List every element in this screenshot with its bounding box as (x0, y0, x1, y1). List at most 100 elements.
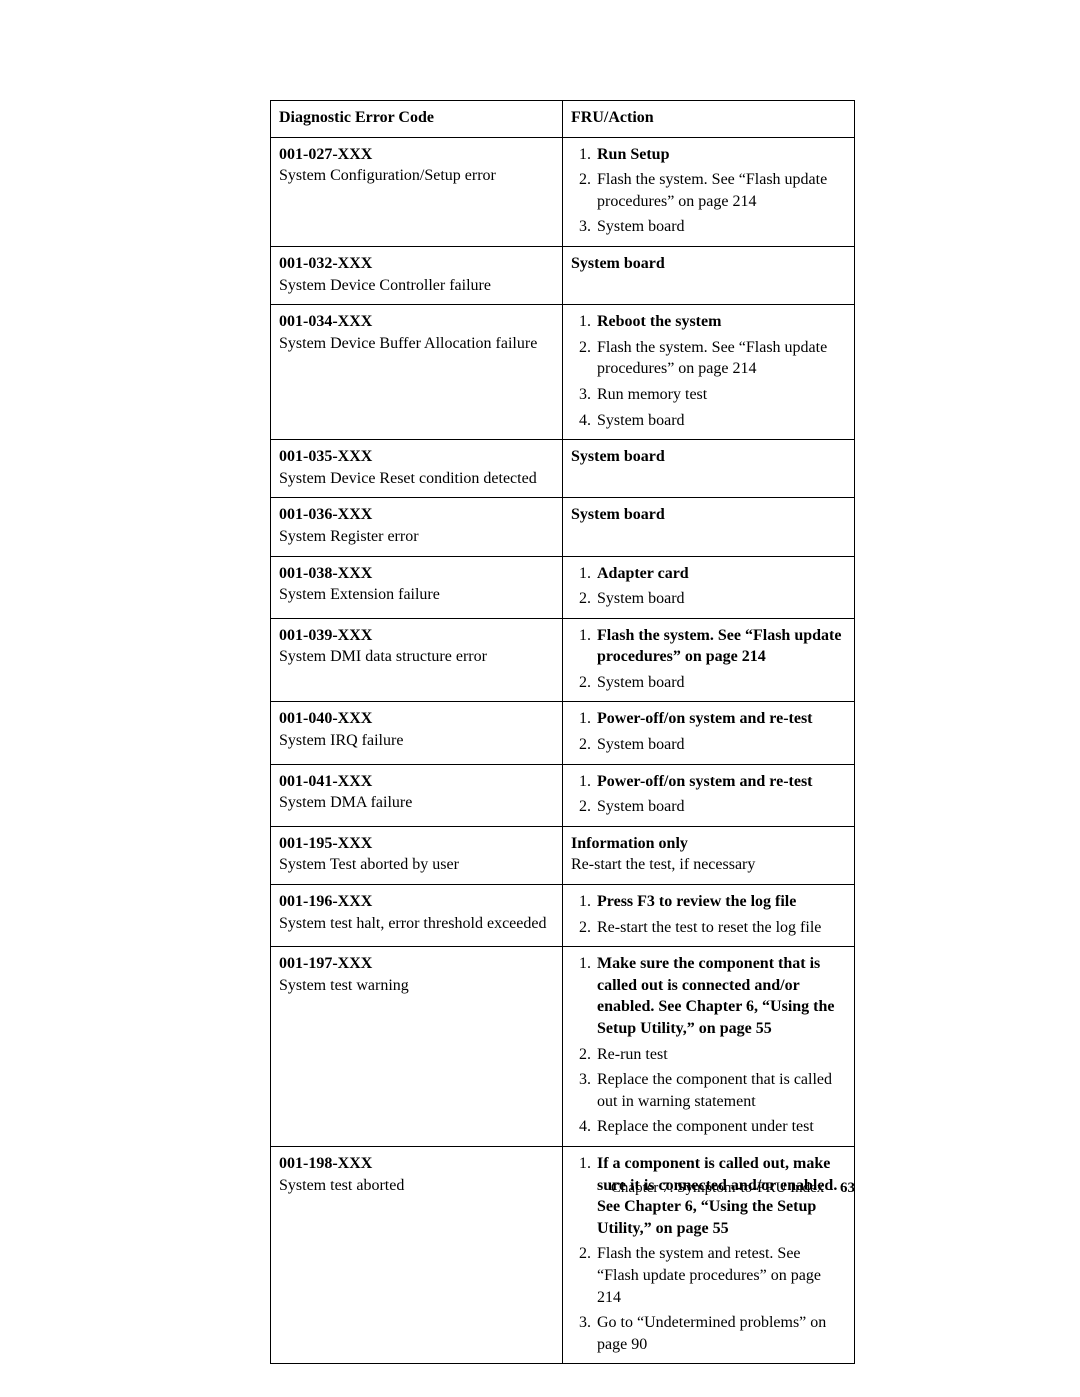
table-header-row: Diagnostic Error Code FRU/Action (271, 101, 855, 138)
error-code: 001-034-XXX (279, 313, 372, 330)
action-list: Power-off/on system and re-test System bo… (571, 708, 846, 755)
action-list-item: Go to “Undetermined problems” on page 90 (595, 1312, 846, 1355)
error-code: 001-039-XXX (279, 627, 372, 644)
action-item-text: Run memory test (597, 386, 707, 403)
action-list: Flash the system. See “Flash update proc… (571, 625, 846, 694)
action-item-bold: Press F3 to review the log file (597, 893, 796, 910)
fru-action-cell: Flash the system. See “Flash update proc… (563, 618, 855, 702)
table-row: 001-032-XXX System Device Controller fail… (271, 246, 855, 304)
table-row: 001-035-XXXSystem Device Reset condition… (271, 440, 855, 498)
action-item-bold: Make sure the component that is called o… (597, 955, 835, 1037)
error-code-cell: 001-195-XXXSystem Test aborted by user (271, 826, 563, 884)
action-list-item: Flash the system and retest. See “Flash … (595, 1243, 846, 1308)
action-list-item: Replace the component under test (595, 1116, 846, 1138)
action-list: Power-off/on system and re-test System bo… (571, 771, 846, 818)
action-list-item: System board (595, 216, 846, 238)
action-list-item: Make sure the component that is called o… (595, 953, 846, 1039)
action-item-bold: Power-off/on system and re-test (597, 773, 813, 790)
action-list-item: Re-start the test to reset the log file (595, 917, 846, 939)
error-desc: System Device Controller failure (279, 277, 491, 294)
page-footer: Chapter 7. Symptom-to-FRU Index 63 (611, 1180, 855, 1197)
table-row: 001-034-XXX System Device Buffer Allocati… (271, 305, 855, 440)
action-text: System board (571, 506, 665, 523)
error-code: 001-027-XXX (279, 146, 372, 163)
fru-action-cell: Press F3 to review the log file Re-start … (563, 885, 855, 947)
error-code-cell: 001-038-XXXSystem Extension failure (271, 556, 563, 618)
footer-page-number: 63 (840, 1180, 855, 1196)
fru-action-cell: Make sure the component that is called o… (563, 947, 855, 1147)
error-desc: System IRQ failure (279, 732, 403, 749)
fru-action-cell: System board (563, 246, 855, 304)
action-item-text: System board (597, 736, 685, 753)
fru-action-cell: Power-off/on system and re-test System bo… (563, 702, 855, 764)
error-code-cell: 001-196-XXXSystem test halt, error thres… (271, 885, 563, 947)
table-row: 001-036-XXX System Register error System b… (271, 498, 855, 556)
error-code: 001-041-XXX (279, 773, 372, 790)
table-row: 001-027-XXX System Configuration/Setup er… (271, 137, 855, 246)
header-action: FRU/Action (563, 101, 855, 138)
action-item-text: System board (597, 798, 685, 815)
error-code-cell: 001-039-XXX System DMI data structure err… (271, 618, 563, 702)
action-item-text: System board (597, 590, 685, 607)
action-list-item: Flash the system. See “Flash update proc… (595, 169, 846, 212)
error-code-cell: 001-197-XXX System test warning (271, 947, 563, 1147)
error-desc: System Device Buffer Allocation failure (279, 335, 537, 352)
fru-action-cell: System board (563, 440, 855, 498)
fru-action-cell: Adapter card System board (563, 556, 855, 618)
action-text-line: Re-start the test, if necessary (571, 856, 755, 873)
action-item-bold: Adapter card (597, 565, 689, 582)
table-row: 001-195-XXXSystem Test aborted by userIn… (271, 826, 855, 884)
action-list: Press F3 to review the log file Re-start … (571, 891, 846, 938)
diagnostic-error-table: Diagnostic Error Code FRU/Action 001-027… (270, 100, 855, 1364)
table-row: 001-041-XXX System DMA failure Power-off/o… (271, 764, 855, 826)
error-code-cell: 001-034-XXX System Device Buffer Allocati… (271, 305, 563, 440)
error-desc: System Register error (279, 528, 419, 545)
action-list-item: System board (595, 796, 846, 818)
error-code-cell: 001-036-XXX System Register error (271, 498, 563, 556)
action-list-item: System board (595, 672, 846, 694)
action-list-item: System board (595, 588, 846, 610)
action-item-text: Replace the component under test (597, 1118, 814, 1135)
action-list-item: Flash the system. See “Flash update proc… (595, 625, 846, 668)
error-code: 001-195-XXX (279, 835, 372, 852)
action-item-bold: Run Setup (597, 146, 669, 163)
action-list-item: Press F3 to review the log file (595, 891, 846, 913)
table-row: 001-040-XXXSystem IRQ failurePower-off/o… (271, 702, 855, 764)
footer-chapter: Chapter 7. Symptom-to-FRU Index (611, 1180, 824, 1196)
action-list: Run Setup Flash the system. See “Flash up… (571, 144, 846, 238)
table-row: 001-197-XXX System test warning Make sure … (271, 947, 855, 1147)
error-desc: System Configuration/Setup error (279, 167, 496, 184)
action-item-text: System board (597, 674, 685, 691)
header-code: Diagnostic Error Code (271, 101, 563, 138)
error-code: 001-196-XXX (279, 893, 372, 910)
action-item-bold: Power-off/on system and re-test (597, 710, 813, 727)
action-list-item: Run memory test (595, 384, 846, 406)
error-code-cell: 001-041-XXX System DMA failure (271, 764, 563, 826)
action-list-item: Re-run test (595, 1044, 846, 1066)
action-item-text: Flash the system and retest. See “Flash … (597, 1245, 821, 1305)
error-desc: System Extension failure (279, 586, 440, 603)
error-code: 001-032-XXX (279, 255, 372, 272)
action-list-item: Power-off/on system and re-test (595, 771, 846, 793)
action-text: System board (571, 448, 665, 465)
error-code: 001-036-XXX (279, 506, 372, 523)
table-row: 001-039-XXX System DMI data structure err… (271, 618, 855, 702)
error-desc: System DMI data structure error (279, 648, 487, 665)
action-item-text: Flash the system. See “Flash update proc… (597, 171, 827, 210)
error-desc: System DMA failure (279, 794, 412, 811)
fru-action-cell: System board (563, 498, 855, 556)
error-code: 001-197-XXX (279, 955, 372, 972)
fru-action-cell: Information onlyRe-start the test, if ne… (563, 826, 855, 884)
action-list: Make sure the component that is called o… (571, 953, 846, 1138)
fru-action-cell: Power-off/on system and re-test System bo… (563, 764, 855, 826)
action-list: Adapter card System board (571, 563, 846, 610)
action-list-item: Flash the system. See “Flash update proc… (595, 337, 846, 380)
action-item-bold: Reboot the system (597, 313, 721, 330)
error-desc: System test warning (279, 977, 409, 994)
action-list-item: System board (595, 734, 846, 756)
error-code-cell: 001-040-XXXSystem IRQ failure (271, 702, 563, 764)
action-item-text: Re-start the test to reset the log file (597, 919, 821, 936)
action-item-text: Re-run test (597, 1046, 668, 1063)
error-desc: System Device Reset condition detected (279, 470, 537, 487)
error-desc: System test aborted (279, 1177, 404, 1194)
